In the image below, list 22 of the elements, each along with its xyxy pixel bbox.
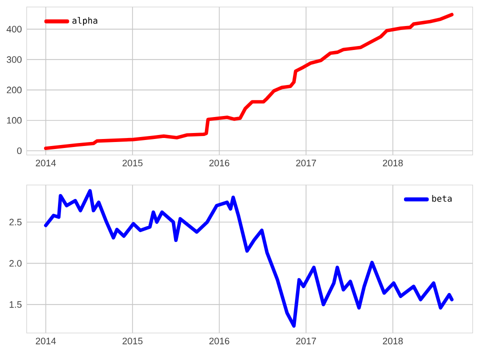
x-tick-label: 2018 — [382, 160, 403, 166]
x-tick-label: 2014 — [36, 160, 56, 166]
x-tick-label: 2016 — [209, 338, 230, 344]
x-tick-label: 2014 — [36, 338, 56, 344]
y-tick-label: 300 — [6, 56, 22, 63]
x-tick-label: 2016 — [209, 160, 230, 166]
y-tick-label: 400 — [6, 26, 22, 32]
x-tick-label: 2017 — [296, 160, 316, 166]
line-series — [44, 189, 454, 328]
y-tick-label: 100 — [7, 117, 22, 124]
x-tick-label: 2018 — [382, 338, 403, 344]
x-tick-label: 2017 — [296, 338, 316, 344]
legend-label: alpha — [72, 17, 98, 26]
y-tick-label: 2.5 — [9, 218, 22, 226]
x-tick-label: 2015 — [122, 338, 142, 344]
y-tick-label: 2.0 — [9, 260, 22, 267]
legend-label: beta — [432, 195, 452, 202]
y-tick-label: 200 — [6, 86, 22, 94]
y-tick-label: 1.5 — [10, 301, 22, 308]
y-tick-label: 0 — [17, 147, 22, 154]
x-tick-label: 2015 — [122, 160, 142, 166]
line-series — [44, 12, 454, 150]
